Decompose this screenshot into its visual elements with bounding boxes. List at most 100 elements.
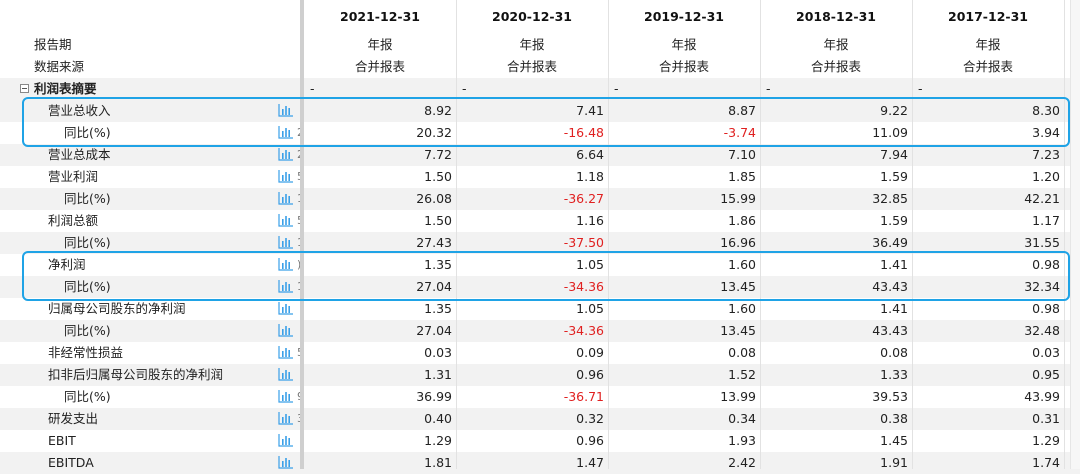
bar-chart-icon[interactable] — [278, 345, 294, 359]
value-cell: 1.50 — [424, 213, 452, 228]
vertical-scrollbar[interactable] — [1070, 0, 1080, 469]
row-label: 同比(%) — [64, 191, 111, 206]
value-cell: 8.87 — [728, 103, 756, 118]
column-header-date[interactable]: 2020-12-31 — [492, 9, 572, 24]
value-cell: 32.34 — [1024, 279, 1060, 294]
bar-chart-icon[interactable] — [278, 191, 294, 205]
table-row: EBITDA 1.81 1.47 2.42 1.91 1.74 — [0, 452, 1080, 474]
section-cell: - — [614, 81, 619, 96]
value-cell: 36.49 — [872, 235, 908, 250]
value-cell: 0.32 — [576, 411, 604, 426]
value-cell: 9.22 — [880, 103, 908, 118]
bar-chart-icon[interactable] — [278, 367, 294, 381]
data-source-cell: 合并报表 — [354, 59, 405, 74]
value-cell: 8.92 — [424, 103, 452, 118]
value-cell: 0.03 — [1032, 345, 1060, 360]
value-cell: 0.34 — [728, 411, 756, 426]
value-cell: 32.85 — [872, 191, 908, 206]
value-cell: 0.98 — [1032, 301, 1060, 316]
row-label: 利润总额 — [48, 213, 99, 228]
bar-chart-icon[interactable] — [278, 125, 294, 139]
row-label: 扣非后归属母公司股东的净利润 — [48, 367, 224, 382]
value-cell: 1.50 — [424, 169, 452, 184]
value-cell: -36.71 — [563, 389, 604, 404]
bar-chart-icon[interactable] — [278, 235, 294, 249]
bar-chart-icon[interactable] — [278, 147, 294, 161]
value-cell: 13.99 — [720, 389, 756, 404]
value-cell: 1.29 — [1032, 433, 1060, 448]
value-cell: 0.98 — [1032, 257, 1060, 272]
bar-chart-icon[interactable] — [278, 301, 294, 315]
table-row: 利润总额51.501.161.861.591.17 — [0, 210, 1080, 232]
row-label: 研发支出 — [48, 411, 99, 426]
data-source-row: 数据来源 合并报表 合并报表 合并报表 合并报表 合并报表 — [0, 56, 1080, 78]
value-cell: 1.47 — [576, 455, 604, 470]
data-source-cell: 合并报表 — [658, 59, 709, 74]
table-row: 同比(%) 27.04 -34.36 13.45 43.43 32.48 — [0, 320, 1080, 342]
value-cell: 0.96 — [576, 433, 604, 448]
value-cell: 1.17 — [1032, 213, 1060, 228]
value-cell: 27.04 — [416, 279, 452, 294]
table-row: EBIT 1.29 0.96 1.93 1.45 1.29 — [0, 430, 1080, 452]
value-cell: 1.91 — [880, 455, 908, 470]
value-cell: 20.32 — [416, 125, 452, 140]
value-cell: 13.45 — [720, 279, 756, 294]
value-cell: 0.38 — [880, 411, 908, 426]
clipped-value-fragment: ) — [297, 254, 303, 276]
bar-chart-icon[interactable] — [278, 411, 294, 425]
frozen-pane-divider[interactable] — [300, 0, 304, 469]
value-cell: -34.36 — [563, 323, 604, 338]
bar-chart-icon[interactable] — [278, 213, 294, 227]
data-source-cell: 合并报表 — [810, 59, 861, 74]
section-cell: - — [918, 81, 923, 96]
value-cell: 1.60 — [728, 301, 756, 316]
section-label: 利润表摘要 — [34, 81, 97, 96]
value-cell: 7.94 — [880, 147, 908, 162]
bar-chart-icon[interactable] — [278, 169, 294, 183]
value-cell: 7.72 — [424, 147, 452, 162]
value-cell: 42.21 — [1024, 191, 1060, 206]
report-period-cell: 年报 — [823, 37, 849, 52]
value-cell: 1.05 — [576, 257, 604, 272]
value-cell: 31.55 — [1024, 235, 1060, 250]
column-header-date[interactable]: 2018-12-31 — [796, 9, 876, 24]
value-cell: 43.43 — [872, 323, 908, 338]
value-cell: 1.60 — [728, 257, 756, 272]
report-period-cell: 年报 — [519, 37, 545, 52]
value-cell: 26.08 — [416, 191, 452, 206]
column-header-date[interactable]: 2019-12-31 — [644, 9, 724, 24]
report-period-cell: 年报 — [367, 37, 393, 52]
value-cell: 15.99 — [720, 191, 756, 206]
value-cell: 2.42 — [728, 455, 756, 470]
row-label: 营业总收入 — [48, 103, 111, 118]
value-cell: 27.04 — [416, 323, 452, 338]
column-divider — [608, 0, 609, 469]
value-cell: 1.16 — [576, 213, 604, 228]
row-label: EBITDA — [48, 455, 94, 470]
report-period-cell: 年报 — [975, 37, 1001, 52]
value-cell: 1.29 — [424, 433, 452, 448]
value-cell: 1.31 — [424, 367, 452, 382]
bar-chart-icon[interactable] — [278, 257, 294, 271]
bar-chart-icon[interactable] — [278, 389, 294, 403]
bar-chart-icon[interactable] — [278, 279, 294, 293]
column-divider — [1064, 0, 1065, 469]
bar-chart-icon[interactable] — [278, 323, 294, 337]
column-header-date[interactable]: 2021-12-31 — [340, 9, 420, 24]
data-source-cell: 合并报表 — [506, 59, 557, 74]
bar-chart-icon[interactable] — [278, 433, 294, 447]
collapse-toggle-icon[interactable] — [20, 84, 29, 93]
bar-chart-icon[interactable] — [278, 103, 294, 117]
report-period-row: 报告期 年报 年报 年报 年报 年报 — [0, 34, 1080, 56]
value-cell: 0.08 — [880, 345, 908, 360]
row-label: 归属母公司股东的净利润 — [48, 301, 186, 316]
table-row: 扣非后归属母公司股东的净利润 1.31 0.96 1.52 1.33 0.95 — [0, 364, 1080, 386]
column-divider — [760, 0, 761, 469]
bar-chart-icon[interactable] — [278, 455, 294, 469]
data-source-cell: 合并报表 — [962, 59, 1013, 74]
column-header-date[interactable]: 2017-12-31 — [948, 9, 1028, 24]
